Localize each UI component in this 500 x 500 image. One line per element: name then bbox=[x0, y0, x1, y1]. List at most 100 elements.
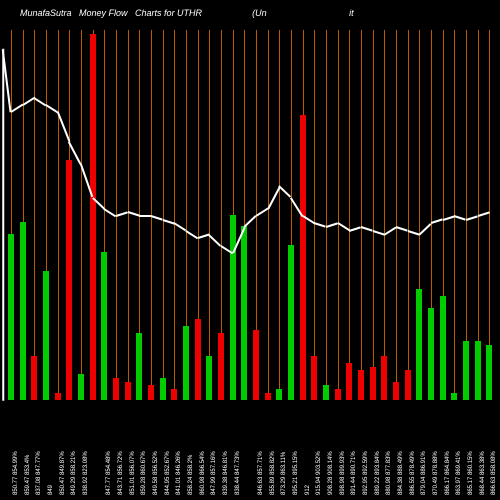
volume-bar bbox=[486, 345, 492, 401]
volume-bar bbox=[171, 389, 177, 400]
x-tick-label: 860.98 866.54% bbox=[200, 451, 206, 495]
x-tick-label: 847.77 854.48% bbox=[106, 451, 112, 495]
gridline bbox=[268, 30, 269, 400]
x-tick-label: 873.29 863.11% bbox=[281, 452, 287, 495]
volume-bar bbox=[428, 308, 434, 401]
volume-bar bbox=[90, 34, 96, 400]
gridline bbox=[163, 30, 164, 400]
volume-bar bbox=[55, 393, 61, 400]
x-tick-label: 849.29 858.21% bbox=[71, 451, 77, 495]
volume-bar bbox=[335, 389, 341, 400]
volume-bar bbox=[358, 370, 364, 400]
x-tick-label: 843.71 856.72% bbox=[118, 451, 124, 495]
x-tick-label: 866.63 858.08% bbox=[491, 451, 497, 495]
price-line-segment bbox=[45, 104, 57, 113]
price-line-segment bbox=[419, 223, 432, 235]
money-flow-chart: MunafaSutra Money Flow Charts for UTHR (… bbox=[0, 0, 500, 500]
x-tick-label: 863.97 869.41% bbox=[456, 451, 462, 495]
x-tick-label: 849.58 856.52% bbox=[153, 451, 159, 495]
volume-bar bbox=[381, 356, 387, 400]
gridline bbox=[361, 30, 362, 400]
volume-bar bbox=[370, 367, 376, 400]
x-tick-label: 839.38 846.81% bbox=[223, 451, 229, 495]
gridline bbox=[396, 30, 397, 400]
x-tick-label: 855.89 858.82% bbox=[270, 451, 276, 495]
volume-bar bbox=[241, 226, 247, 400]
volume-bar bbox=[125, 382, 131, 401]
price-line-segment bbox=[361, 226, 373, 231]
x-tick-label: 868.44 863.38% bbox=[480, 451, 486, 495]
price-line-segment bbox=[314, 222, 326, 227]
price-line-segment bbox=[477, 211, 489, 216]
volume-bar bbox=[8, 234, 14, 401]
price-line-segment bbox=[267, 186, 280, 209]
volume-bar bbox=[66, 160, 72, 401]
volume-bar bbox=[230, 215, 236, 400]
x-tick-label: 838.92 823.08% bbox=[83, 451, 89, 495]
price-line-segment bbox=[57, 112, 70, 142]
volume-bar bbox=[183, 326, 189, 400]
price-line-segment bbox=[384, 226, 396, 235]
x-tick-label: 879.04 886.91% bbox=[421, 451, 427, 495]
x-tick-label: 841.01 846.26% bbox=[176, 451, 182, 495]
volume-bar bbox=[113, 378, 119, 400]
gridline bbox=[279, 30, 280, 400]
volume-bar bbox=[323, 385, 329, 400]
volume-bar bbox=[148, 385, 154, 400]
gridline bbox=[81, 30, 82, 400]
x-tick-label: 858.24 858.2% bbox=[188, 455, 194, 495]
volume-bar bbox=[218, 333, 224, 400]
gridline bbox=[209, 30, 210, 400]
price-line-segment bbox=[151, 215, 163, 220]
x-tick-label: 865.17 860.15% bbox=[468, 451, 474, 495]
volume-bar bbox=[440, 296, 446, 400]
gridline bbox=[326, 30, 327, 400]
price-line-segment bbox=[466, 215, 478, 220]
price-line-segment bbox=[209, 234, 222, 246]
plot-area bbox=[5, 30, 495, 400]
price-line-segment bbox=[127, 211, 139, 216]
x-tick-label: 851.01 856.07% bbox=[130, 451, 136, 495]
volume-bar bbox=[43, 271, 49, 401]
volume-bar bbox=[195, 319, 201, 400]
price-line-segment bbox=[10, 104, 22, 113]
volume-bar bbox=[136, 333, 142, 400]
price-line-segment bbox=[116, 211, 128, 216]
volume-bar bbox=[416, 289, 422, 400]
x-tick-label: 870.49 878.88% bbox=[433, 451, 439, 495]
volume-bar bbox=[346, 363, 352, 400]
x-tick-label: 889.22 893.84% bbox=[375, 451, 381, 495]
price-line-segment bbox=[279, 186, 292, 198]
price-line-segment bbox=[2, 49, 4, 401]
x-tick-label: 846.63 857.71% bbox=[258, 451, 264, 495]
volume-bar bbox=[265, 393, 271, 400]
volume-bar bbox=[276, 389, 282, 400]
volume-bar bbox=[405, 370, 411, 400]
x-tick-label: 891.44 890.71% bbox=[351, 451, 357, 495]
x-tick-label: 912 bbox=[305, 485, 311, 495]
chart-title: MunafaSutra Money Flow Charts for UTHR (… bbox=[20, 8, 354, 18]
x-tick-label: 880.98 877.83% bbox=[386, 451, 392, 495]
x-tick-label: 886.55 878.49% bbox=[410, 451, 416, 495]
price-line-segment bbox=[372, 230, 384, 235]
price-line-segment bbox=[244, 215, 257, 227]
gridline bbox=[128, 30, 129, 400]
gridline bbox=[373, 30, 374, 400]
gridline bbox=[34, 30, 35, 400]
gridline bbox=[408, 30, 409, 400]
volume-bar bbox=[253, 330, 259, 400]
volume-bar bbox=[475, 341, 481, 400]
volume-bar bbox=[463, 341, 469, 400]
gridline bbox=[314, 30, 315, 400]
volume-bar bbox=[20, 222, 26, 400]
volume-bar bbox=[101, 252, 107, 400]
volume-bar bbox=[451, 393, 457, 400]
gridline bbox=[384, 30, 385, 400]
price-line-segment bbox=[104, 208, 116, 217]
price-line-segment bbox=[34, 97, 46, 106]
x-tick-label: 915.94 903.52% bbox=[316, 451, 322, 495]
volume-bar bbox=[393, 382, 399, 401]
x-tick-label: 859.28 860.67% bbox=[141, 451, 147, 495]
x-tick-label: 859.47 853.4% bbox=[25, 455, 31, 495]
x-tick-label: 866.17 864.84% bbox=[445, 451, 451, 495]
